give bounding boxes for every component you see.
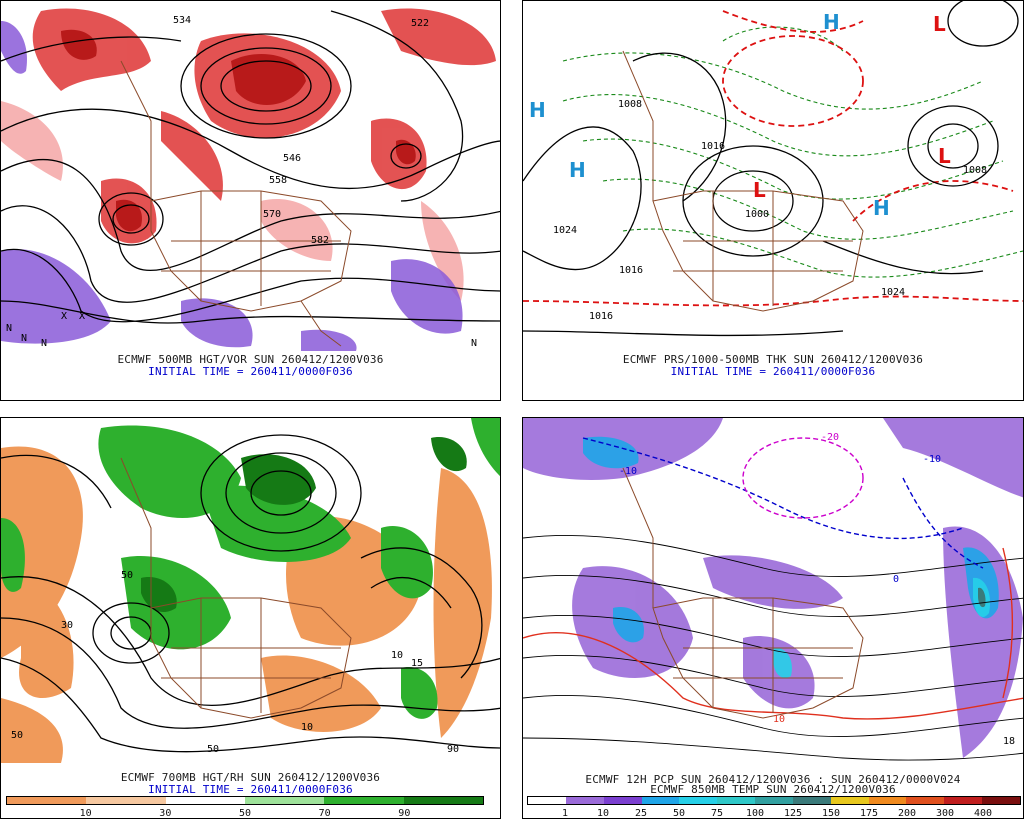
colorbar-tick-label: 200 — [897, 808, 917, 819]
contour-label: 570 — [263, 209, 281, 220]
contour-label: 582 — [311, 235, 329, 246]
colorbar-swatch — [641, 797, 680, 804]
panel-subtitle: ECMWF 850MB TEMP SUN 260412/1200V036 — [650, 783, 896, 796]
colorbar-swatch — [868, 797, 907, 804]
colorbar-tick-label: 175 — [859, 808, 879, 819]
colorbar-swatch — [679, 797, 718, 804]
rh-colorbar: 10 30 50 70 90 — [6, 796, 484, 819]
colorbar-tick-label: 125 — [783, 808, 803, 819]
colorbar-swatch — [403, 797, 483, 804]
colorbar-tick-label: 90 — [398, 808, 411, 819]
colorbar-swatch — [906, 797, 945, 804]
panel-precip-850temp: -20 -10 0 10 -10 18 ECMWF 12H PCP SUN 26… — [522, 417, 1024, 819]
colorbar-swatch — [982, 797, 1020, 804]
isobar-label: 1016 — [589, 311, 613, 322]
isobar-label: 1000 — [745, 209, 769, 220]
high-pressure-marker: H — [823, 10, 840, 34]
colorbar-ticks: 1 10 25 50 75 100 125 150 175 200 300 400 — [527, 808, 1021, 819]
colorbar-swatch — [565, 797, 604, 804]
colorbar-swatch — [324, 797, 404, 804]
panel-title: ECMWF PRS/1000-500MB THK SUN 260412/1200… — [622, 353, 924, 366]
colorbar-swatch — [7, 797, 87, 804]
initial-time: INITIAL TIME = 260411/0000F036 — [148, 783, 353, 796]
contour-label: 30 — [61, 620, 73, 631]
colorbar-swatch — [244, 797, 325, 804]
high-pressure-marker: H — [873, 196, 890, 220]
temp-label: -10 — [923, 454, 941, 465]
marker-n: N — [21, 333, 27, 344]
colorbar-swatch — [944, 797, 983, 804]
isobar-label: 1008 — [963, 165, 987, 176]
isobar-label: 1016 — [701, 141, 725, 152]
temp-label: 18 — [1003, 736, 1015, 747]
map-pressure-thickness: 1008 1016 1024 1000 1016 1024 1016 1008 … — [523, 1, 1023, 353]
contour-label: 90 — [447, 744, 459, 755]
contour-label: 10 — [391, 650, 403, 661]
initial-time: INITIAL TIME = 260411/0000F036 — [670, 365, 876, 378]
colorbar-tick-label: 30 — [159, 808, 172, 819]
contour-label: 546 — [283, 153, 301, 164]
high-pressure-marker: H — [569, 158, 586, 182]
isobar-label: 1024 — [553, 225, 577, 236]
marker-x: X — [61, 311, 67, 322]
colorbar-tick-label: 50 — [672, 808, 686, 819]
contour-label: 50 — [207, 744, 219, 755]
colorbar-swatch — [86, 797, 166, 804]
marker-n: N — [41, 338, 47, 349]
low-pressure-marker: L — [753, 178, 766, 202]
low-pressure-marker: L — [933, 12, 946, 36]
temp-label: 0 — [893, 574, 899, 585]
colorbar-tick-label: 1 — [561, 808, 569, 819]
colorbar-tick-label: 400 — [973, 808, 993, 819]
colorbar-swatch — [755, 797, 793, 804]
colorbar-tick-label: 100 — [745, 808, 765, 819]
temp-label: 10 — [773, 714, 785, 725]
temp-label: -20 — [821, 432, 839, 443]
isobar-label: 1016 — [619, 265, 643, 276]
low-pressure-marker: L — [938, 144, 951, 168]
map-precip-850temp: -20 -10 0 10 -10 18 — [523, 418, 1023, 774]
colorbar-tick-label: 70 — [318, 808, 331, 819]
colorbar-swatch — [830, 797, 869, 804]
contour-label: 10 — [301, 722, 313, 733]
contour-label: 50 — [11, 730, 23, 741]
isobar-label: 1008 — [618, 99, 642, 110]
panel-pressure-thickness: 1008 1016 1024 1000 1016 1024 1016 1008 … — [522, 0, 1024, 401]
colorbar-tick-label: 50 — [238, 808, 252, 819]
panel-title: ECMWF 12H PCP SUN 260412/1200V036 : SUN … — [585, 773, 961, 786]
panel-500mb-vorticity: 534 522 546 558 570 582 N N N X X N ECMW… — [0, 0, 501, 401]
colorbar-tick-label: 10 — [596, 808, 610, 819]
panel-700mb-rh: 50 10 50 30 50 10 15 90 ECMWF 700MB HGT/… — [0, 417, 501, 819]
initial-time: INITIAL TIME = 260411/0000F036 — [148, 365, 353, 378]
colorbar-tick-label: 150 — [821, 808, 841, 819]
temp-label: -10 — [619, 466, 637, 477]
contour-label: 522 — [411, 18, 429, 29]
isobar-label: 1024 — [881, 287, 905, 298]
marker-n: N — [6, 323, 12, 334]
colorbar-swatch — [165, 797, 245, 804]
contour-label: 50 — [121, 570, 133, 581]
contour-label: 15 — [411, 658, 423, 669]
marker-x: X — [79, 311, 85, 322]
colorbar-swatch — [603, 797, 642, 804]
high-pressure-marker: H — [529, 98, 546, 122]
panel-title: ECMWF 500MB HGT/VOR SUN 260412/1200V036 — [117, 353, 384, 366]
colorbar-swatches — [527, 796, 1021, 805]
panel-title: ECMWF 700MB HGT/RH SUN 260412/1200V036 — [120, 771, 381, 784]
colorbar-ticks: 10 30 50 70 90 — [6, 808, 484, 819]
map-500mb-vorticity: 534 522 546 558 570 582 N N N X X N — [1, 1, 500, 353]
marker-n: N — [471, 338, 477, 349]
colorbar-tick-label: 25 — [634, 808, 648, 819]
colorbar-swatches — [6, 796, 484, 805]
colorbar-tick-label: 75 — [710, 808, 724, 819]
colorbar-swatch — [792, 797, 831, 804]
precip-colorbar: 1 10 25 50 75 100 125 150 175 200 300 400 — [527, 796, 1021, 819]
contour-label: 534 — [173, 15, 191, 26]
colorbar-swatch — [528, 797, 566, 804]
colorbar-swatch — [717, 797, 756, 804]
map-700mb-rh: 50 10 50 30 50 10 15 90 — [1, 418, 500, 770]
contour-label: 558 — [269, 175, 287, 186]
colorbar-tick-label: 300 — [935, 808, 955, 819]
colorbar-tick-label: 10 — [79, 808, 92, 819]
